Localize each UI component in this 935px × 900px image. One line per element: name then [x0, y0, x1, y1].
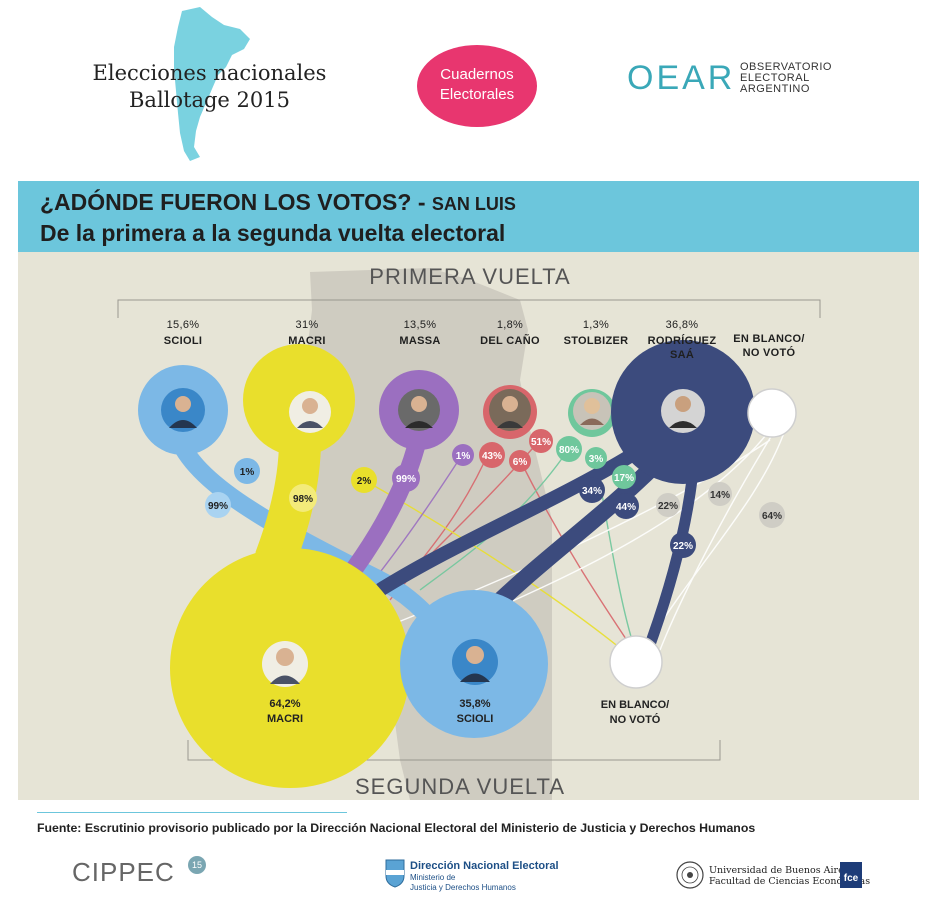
first-round-bracket [117, 299, 821, 318]
oear-text: OBSERVATORIO ELECTORAL ARGENTINO [740, 62, 832, 95]
avatar-macri-first [289, 391, 331, 433]
pct-rs-b: 44% [616, 502, 636, 513]
label-blank-first: EN BLANCO/ NO VOTÓ [724, 332, 814, 360]
pct-macri-first: 31% [295, 319, 319, 331]
name-stolbizer-first: STOLBIZER [563, 335, 629, 347]
name-macri-second: MACRI [266, 713, 304, 725]
pct-delcano-first: 1,8% [496, 319, 524, 331]
name2-blank-first: NO VOTÓ [742, 347, 796, 359]
cippec-badge: 15 [188, 856, 206, 874]
second-round-title: SEGUNDA VUELTA [354, 774, 565, 799]
pct-massa-first: 13,5% [403, 319, 437, 331]
uba-line1: Universidad de Buenos Aires [709, 865, 849, 876]
name-massa-first: MASSA [399, 335, 441, 347]
pct-macri-macri: 98% [293, 494, 313, 505]
oear-logo: OEAR [627, 59, 736, 97]
name-blank-second: EN BLANCO/ [600, 699, 670, 711]
name-blank-first: EN BLANCO/ [733, 333, 805, 345]
avatar-scioli-first [161, 388, 205, 432]
name-macri-first: MACRI [288, 335, 326, 347]
source-text: Fuente: Escrutinio provisorio publicado … [37, 821, 756, 835]
badge-line1: Cuadernos [440, 66, 514, 83]
label-macri-second: 64,2% MACRI [240, 697, 330, 727]
first-round-title: PRIMERA VUELTA [369, 264, 571, 289]
pct-scioli-second: 35,8% [459, 698, 491, 710]
pct-delcano-c: 51% [531, 437, 551, 448]
oear-line3: ARGENTINO [740, 83, 810, 95]
pct-scioli-scioli: 99% [208, 501, 228, 512]
name-delcano-first: DEL CAÑO [480, 335, 540, 347]
label-massa-first: 13,5% MASSA [380, 318, 460, 348]
fce-logo: fce [840, 862, 862, 888]
pct-scioli-first: 15,6% [166, 319, 200, 331]
pct-stolbizer-first: 1,3% [582, 319, 610, 331]
label-scioli-first: 15,6% SCIOLI [143, 318, 223, 348]
pct-delcano-a: 43% [482, 451, 502, 462]
pct-rs-c: 22% [658, 501, 678, 512]
dne-logo-text: Dirección Nacional Electoral Ministerio … [410, 861, 559, 893]
header-title-line1: Elecciones nacionales [92, 61, 327, 85]
banner-separator: - [411, 189, 432, 215]
cuadernos-badge: Cuadernos Electorales [417, 45, 537, 127]
label-macri-first: 31% MACRI [267, 318, 347, 348]
label-rs-first: 36,8% RODRÍGUEZ SAÁ [640, 318, 724, 362]
pct-stolbizer-a: 80% [559, 445, 579, 456]
uba-logo-text: Universidad de Buenos Aires Facultad de … [709, 865, 870, 887]
argentina-map-icon [174, 7, 250, 161]
oear-line2: ELECTORAL [740, 72, 810, 84]
dne-line2: Ministerio de [410, 873, 456, 882]
cippec-logo: CIPPEC [72, 857, 175, 887]
title-banner: ¿ADÓNDE FUERON LOS VOTOS? - SAN LUIS De … [18, 181, 919, 252]
name2-rs-first: SAÁ [669, 349, 695, 361]
pct-delcano-b: 6% [513, 457, 528, 468]
badge-line2: Electorales [439, 86, 515, 103]
uba-line2: Facultad de Ciencias Económicas [709, 876, 871, 887]
label-blank-second: EN BLANCO/ NO VOTÓ [585, 698, 685, 728]
pct-blank-b: 64% [762, 511, 782, 522]
pct-rs-a: 34% [582, 486, 602, 497]
name2-blank-second: NO VOTÓ [609, 714, 661, 726]
header-title: Elecciones nacionales Ballotage 2015 [82, 60, 337, 114]
banner-title-main: ¿ADÓNDE FUERON LOS VOTOS? [40, 189, 412, 215]
pct-massa-blank: 1% [456, 451, 471, 462]
name-rs-first: RODRÍGUEZ [647, 335, 717, 347]
oear-line1: OBSERVATORIO [740, 61, 832, 73]
node-blank-first [747, 388, 797, 438]
source-divider [37, 812, 347, 813]
avatar-massa-first [398, 389, 440, 431]
flow-percent-bubbles: 99% 1% 98% 2% 1% 99% 43% 6% 51% 80% 3% 1… [205, 429, 785, 558]
banner-region: SAN LUIS [431, 194, 516, 214]
pct-rs-d: 22% [673, 541, 693, 552]
pct-stolbizer-b: 3% [589, 454, 604, 465]
label-delcano-first: 1,8% DEL CAÑO [468, 318, 552, 348]
pct-blank-a: 14% [710, 490, 730, 501]
uba-seal-icon [676, 861, 704, 889]
node-blank-second [609, 635, 663, 689]
name-scioli-second: SCIOLI [456, 713, 494, 725]
second-round-bracket [187, 740, 721, 761]
pct-macri-blank: 2% [357, 476, 372, 487]
dne-line3: Justicia y Derechos Humanos [410, 883, 516, 892]
shield-icon [385, 859, 405, 888]
label-scioli-second: 35,8% SCIOLI [430, 697, 520, 727]
pct-scioli-blank: 1% [240, 467, 255, 478]
pct-massa-macri: 99% [396, 474, 416, 485]
avatar-stolbizer-first [573, 392, 611, 430]
flow-rs-macri [376, 444, 644, 596]
dne-line1: Dirección Nacional Electoral [410, 860, 559, 872]
header-title-line2: Ballotage 2015 [129, 88, 290, 112]
pct-stolbizer-c: 17% [614, 473, 634, 484]
banner-title: ¿ADÓNDE FUERON LOS VOTOS? - SAN LUIS [40, 187, 516, 219]
pct-rs-first: 36,8% [665, 319, 699, 331]
avatar-rs-first [661, 389, 705, 433]
banner-subtitle: De la primera a la segunda vuelta electo… [40, 220, 506, 246]
avatar-scioli-second [452, 639, 498, 685]
name-scioli-first: SCIOLI [163, 335, 203, 347]
avatar-macri-second [262, 641, 308, 687]
avatar-delcano-first [489, 389, 531, 431]
pct-macri-second: 64,2% [269, 698, 301, 710]
label-stolbizer-first: 1,3% STOLBIZER [556, 318, 636, 348]
